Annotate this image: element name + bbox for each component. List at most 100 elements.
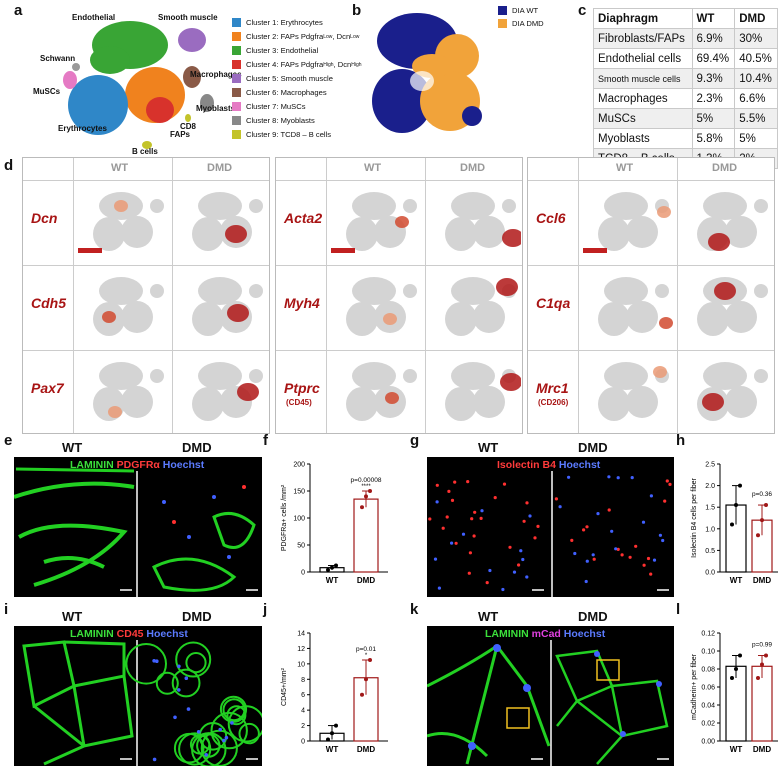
y-tick-label: 6	[301, 692, 305, 699]
feature-plot-dmd	[697, 192, 768, 251]
tsne-blob	[754, 199, 768, 213]
y-tick-label: 0.02	[701, 721, 715, 728]
muscle-fiber	[155, 671, 179, 695]
legend-dia-wt: DIA WT	[498, 6, 538, 15]
grid-divider	[172, 158, 173, 433]
legend-cluster-9: Cluster 9: TCD8 – B cells	[232, 130, 331, 139]
header-dmd: DMD	[578, 609, 608, 624]
muscle-fiber	[238, 722, 260, 745]
table-cell: Smooth muscle cells	[593, 68, 693, 89]
stain-hoechst: Hoechst	[143, 628, 188, 640]
y-tick-label: 150	[293, 489, 305, 496]
cell-nucleus	[596, 512, 600, 516]
grid-divider	[276, 350, 522, 351]
tsne-blob	[121, 301, 153, 333]
legend-swatch	[498, 6, 507, 15]
table-row: Myoblasts 5.8% 5%	[593, 128, 778, 149]
tsne-blob	[655, 284, 669, 298]
expression-hotspot	[708, 233, 730, 251]
cell-nucleus	[428, 517, 432, 521]
table-cell: 10.4%	[734, 68, 778, 89]
tsne-blob	[445, 302, 477, 336]
muscle-fiber	[196, 733, 221, 758]
p-value: p=0.01	[356, 646, 376, 653]
tsne-blob	[93, 217, 125, 251]
cell-nucleus	[592, 557, 596, 561]
legend-swatch	[498, 19, 507, 28]
cell-nucleus	[570, 538, 574, 542]
grid-divider	[578, 158, 579, 433]
expression-scale-bar	[78, 248, 102, 253]
significance-stars: *	[365, 653, 368, 659]
cell-nucleus	[649, 572, 653, 576]
y-tick-label: 10	[297, 661, 305, 668]
tsne-blob	[598, 302, 630, 336]
cell-nucleus	[517, 563, 521, 567]
cell-nucleus	[468, 551, 472, 555]
tsne-blob	[403, 369, 417, 383]
feature-plot-dmd	[192, 362, 263, 421]
cell-nucleus	[177, 688, 181, 692]
data-point	[360, 692, 364, 697]
stain-laminin: LAMININ	[70, 459, 114, 471]
cell-nucleus	[536, 524, 540, 528]
legend-dia-dmd: DIA DMD	[498, 19, 544, 28]
legend-sup: Low	[323, 33, 333, 40]
gene-label: Dcn	[31, 210, 58, 226]
legend-label: Cluster 2: FAPs Pdgfra	[246, 32, 324, 41]
cell-nucleus	[585, 559, 589, 563]
data-point	[730, 676, 734, 680]
cell-nucleus	[663, 499, 667, 503]
grid-divider	[528, 265, 774, 266]
tsne-blob	[352, 192, 396, 220]
table-cell: 2.3%	[691, 88, 736, 109]
table-cell: Myoblasts	[593, 128, 693, 149]
feature-plot-dmd	[192, 277, 263, 336]
data-point	[738, 483, 742, 488]
expression-hotspot	[225, 225, 247, 243]
y-tick-label: 200	[293, 462, 305, 469]
cell-nucleus	[616, 476, 620, 480]
legend-label: Cluster 3: Endothelial	[246, 46, 319, 55]
tsne-blob	[451, 192, 495, 220]
stain-legend: LAMININ mCad Hoechst	[485, 628, 605, 640]
legend-swatch	[232, 102, 241, 111]
data-point	[730, 522, 734, 527]
cell-proportion-table: Diaphragm WT DMD Fibroblasts/FAPs 6.9% 30%…	[593, 8, 778, 169]
data-point	[364, 677, 368, 682]
cell-nucleus	[454, 541, 458, 545]
legend-swatch	[232, 88, 241, 97]
cell-nucleus	[480, 509, 484, 513]
cell-nucleus	[584, 579, 588, 584]
y-tick-label: 100	[293, 516, 305, 523]
data-point	[364, 494, 368, 499]
tsne-blob	[99, 277, 143, 305]
feature-plot-group: WT DMD Ccl6 C1qa Mrc1 (CD206)	[527, 157, 775, 434]
cell-nucleus	[646, 556, 651, 561]
muscle-fiber	[125, 643, 167, 685]
data-point	[330, 731, 334, 736]
table-cell: 30%	[734, 28, 778, 49]
stain-laminin: LAMININ	[485, 628, 529, 640]
table-cell: Fibroblasts/FAPs	[593, 28, 693, 49]
muscle-fiber	[210, 711, 248, 750]
tsne-blob	[346, 387, 378, 421]
grid-divider	[73, 158, 74, 433]
cluster-schwann-blob	[72, 63, 80, 71]
cell-nucleus	[508, 545, 512, 549]
legend-swatch	[232, 74, 241, 83]
stain-isolectin: Isolectin B4	[497, 459, 556, 471]
legend-label: Cluster 6: Macrophages	[246, 88, 327, 97]
stain-legend: LAMININ PDGFRα Hoechst	[70, 459, 204, 471]
data-point	[756, 533, 760, 538]
tsne-blob	[754, 284, 768, 298]
cell-nucleus	[649, 494, 653, 498]
stain-hoechst: Hoechst	[159, 459, 205, 471]
cell-nucleus	[155, 659, 159, 663]
cluster-myoblast-blob	[200, 94, 214, 112]
expression-hotspot	[395, 216, 409, 228]
legend-swatch	[232, 32, 241, 41]
table-row: Smooth muscle cells 9.3% 10.4%	[593, 68, 778, 89]
cell-nucleus	[173, 715, 177, 720]
tsne-blob	[703, 362, 747, 390]
